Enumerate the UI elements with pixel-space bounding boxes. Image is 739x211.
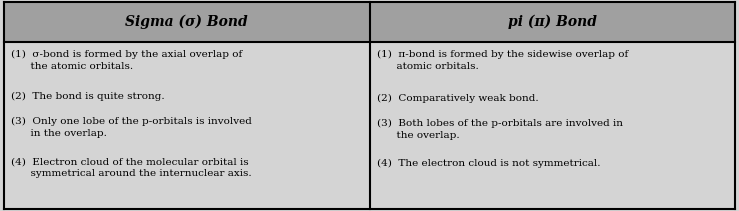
Text: (1)  π-bond is formed by the sidewise overlap of
      atomic orbitals.: (1) π-bond is formed by the sidewise ove… [377,50,628,71]
Text: pi (π) Bond: pi (π) Bond [508,15,597,29]
Text: (2)  Comparatively weak bond.: (2) Comparatively weak bond. [377,94,539,103]
Text: (2)  The bond is quite strong.: (2) The bond is quite strong. [11,92,165,101]
Text: (4)  Electron cloud of the molecular orbital is
      symmetrical around the int: (4) Electron cloud of the molecular orbi… [11,157,252,178]
Bar [370,2,735,42]
Bar [4,2,370,42]
Text: (4)  The electron cloud is not symmetrical.: (4) The electron cloud is not symmetrica… [377,159,600,168]
Text: (1)  σ-bond is formed by the axial overlap of
      the atomic orbitals.: (1) σ-bond is formed by the axial overla… [11,50,242,71]
Text: (3)  Both lobes of the p-orbitals are involved in
      the overlap.: (3) Both lobes of the p-orbitals are inv… [377,119,623,141]
Text: Sigma (σ) Bond: Sigma (σ) Bond [125,15,248,29]
Text: (3)  Only one lobe of the p-orbitals is involved
      in the overlap.: (3) Only one lobe of the p-orbitals is i… [11,117,252,138]
